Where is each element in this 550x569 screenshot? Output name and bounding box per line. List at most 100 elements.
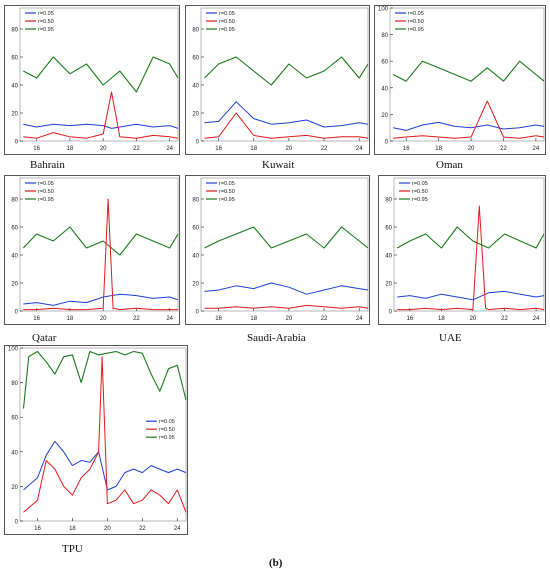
bahrain-series-r-0-50 (23, 91, 179, 139)
saudi-arabia-series-r-0-95 (204, 226, 369, 249)
kuwait-legend-label: r=0.50 (219, 19, 235, 25)
kuwait-y-tick-label: 80 (192, 28, 199, 34)
bahrain-legend-label: r=0.05 (38, 11, 54, 17)
oman-x-tick-label: 16 (403, 146, 410, 152)
kuwait-y-tick-label: 0 (196, 140, 200, 146)
uae-legend-label: r=0.95 (412, 197, 428, 203)
tpu-chart: 0 20 40 60 80 100 16 18 20 22 24 r=0.05 r=0.50 r=0.95 (4, 345, 188, 535)
qatar-series-r-0-50 (23, 198, 178, 311)
bahrain-legend-label: r=0.95 (38, 27, 54, 33)
caption-saudi-arabia: Saudi-Arabia (247, 332, 306, 344)
saudi-arabia-frame (185, 175, 370, 325)
qatar-plot-area (19, 177, 179, 312)
oman-y-tick-label: 60 (381, 60, 388, 66)
saudi-arabia-legend-label: r=0.05 (219, 181, 235, 187)
tpu-plot-area (19, 347, 187, 522)
uae-frame (378, 175, 546, 325)
uae-y-tick-label: 40 (385, 254, 392, 260)
bahrain-y-tick-label: 20 (11, 112, 18, 118)
qatar-chart: 0 20 40 60 80 16 18 20 22 24 r=0.05 r=0.50 r=0.95 (4, 175, 180, 325)
saudi-arabia-y-tick-label: 20 (192, 282, 199, 288)
saudi-arabia-series-r-0-05 (204, 282, 369, 295)
qatar-x-tick-label: 22 (133, 316, 140, 322)
caption-qatar: Qatar (32, 332, 57, 344)
kuwait-series-r-0-95 (204, 56, 369, 86)
caption-kuwait: Kuwait (262, 159, 295, 171)
bahrain-chart: 0 20 40 60 80 16 18 20 22 24 r=0.05 r=0.50 r=0.95 (4, 5, 180, 155)
oman-x-tick-label: 22 (500, 146, 507, 152)
panel-tpu: 0 20 40 60 80 100 16 18 20 22 24 r=0.05 r=0.50 r=0.95 (4, 345, 188, 535)
tpu-legend-label: r=0.95 (159, 435, 175, 441)
oman-x-tick-label: 20 (468, 146, 475, 152)
kuwait-frame (185, 5, 370, 155)
bahrain-x-tick-label: 18 (67, 146, 74, 152)
saudi-arabia-x-tick-label: 22 (321, 316, 328, 322)
bahrain-y-tick-label: 40 (11, 84, 18, 90)
kuwait-x-tick-label: 16 (215, 146, 222, 152)
oman-series-r-0-95 (392, 60, 545, 82)
kuwait-series-r-0-50 (204, 112, 369, 139)
qatar-x-tick-label: 16 (33, 316, 40, 322)
saudi-arabia-legend-label: r=0.95 (219, 197, 235, 203)
uae-plot-area (393, 177, 545, 312)
oman-legend-label: r=0.95 (408, 27, 424, 33)
oman-y-tick-label: 80 (381, 33, 388, 39)
oman-series-r-0-05 (393, 121, 545, 131)
panel-qatar: 0 20 40 60 80 16 18 20 22 24 r=0.05 r=0.50 r=0.95 (4, 175, 180, 325)
figure-label: (b) (269, 557, 283, 569)
uae-chart: 0 20 40 60 80 16 18 20 22 24 r=0.05 r=0.50 r=0.95 (378, 175, 546, 325)
kuwait-x-tick-label: 20 (286, 146, 293, 152)
oman-legend-label: r=0.50 (408, 19, 424, 25)
saudi-arabia-y-tick-label: 60 (192, 226, 199, 232)
uae-series-r-0-50 (397, 205, 545, 311)
kuwait-series-r-0-05 (204, 101, 369, 128)
qatar-y-tick-label: 60 (11, 226, 18, 232)
saudi-arabia-x-tick-label: 18 (250, 316, 257, 322)
panel-saudi-arabia: 0 20 40 60 80 16 18 20 22 24 r=0.05 r=0.50 r=0.95 (185, 175, 370, 325)
bahrain-series-r-0-05 (23, 123, 179, 129)
bahrain-y-tick-label: 80 (11, 28, 18, 34)
tpu-series-r-0-50 (23, 356, 187, 513)
tpu-y-tick-label: 0 (15, 520, 19, 526)
tpu-y-tick-label: 80 (11, 381, 18, 387)
kuwait-chart: 0 20 40 60 80 16 18 20 22 24 r=0.05 r=0.50 r=0.95 (185, 5, 370, 155)
oman-chart: 0 20 40 60 80 100 16 18 20 22 24 r=0.05 r=0.50 r=0.95 (374, 5, 546, 155)
oman-y-tick-label: 40 (381, 86, 388, 92)
tpu-x-tick-label: 20 (104, 526, 111, 532)
qatar-x-tick-label: 18 (67, 316, 74, 322)
saudi-arabia-series-r-0-50 (204, 304, 369, 309)
bahrain-frame (4, 5, 180, 155)
bahrain-y-tick-label: 0 (15, 140, 19, 146)
panel-bahrain: 0 20 40 60 80 16 18 20 22 24 r=0.05 r=0.50 r=0.95 (4, 5, 180, 155)
uae-y-tick-label: 80 (385, 198, 392, 204)
saudi-arabia-y-tick-label: 40 (192, 254, 199, 260)
tpu-legend-label: r=0.50 (159, 427, 175, 433)
oman-series-r-0-50 (393, 100, 545, 139)
kuwait-plot-area (200, 7, 369, 142)
oman-legend-label: r=0.05 (408, 11, 424, 17)
saudi-arabia-x-tick-label: 16 (215, 316, 222, 322)
uae-y-tick-label: 20 (385, 282, 392, 288)
qatar-series-r-0-05 (23, 293, 179, 306)
tpu-legend-label: r=0.05 (159, 419, 175, 425)
oman-y-tick-label: 0 (385, 140, 389, 146)
kuwait-y-tick-label: 60 (192, 56, 199, 62)
uae-x-tick-label: 16 (406, 316, 413, 322)
tpu-y-tick-label: 100 (8, 347, 19, 353)
tpu-y-tick-label: 60 (11, 416, 18, 422)
uae-x-tick-label: 24 (533, 316, 540, 322)
caption-bahrain: Bahrain (30, 159, 65, 171)
uae-legend-label: r=0.05 (412, 181, 428, 187)
bahrain-x-tick-label: 24 (166, 146, 173, 152)
tpu-x-tick-label: 22 (139, 526, 146, 532)
tpu-x-tick-label: 16 (34, 526, 41, 532)
oman-frame (374, 5, 546, 155)
tpu-y-tick-label: 40 (11, 450, 18, 456)
kuwait-y-tick-label: 40 (192, 84, 199, 90)
saudi-arabia-x-tick-label: 24 (356, 316, 363, 322)
caption-uae: UAE (439, 332, 462, 344)
panel-kuwait: 0 20 40 60 80 16 18 20 22 24 r=0.05 r=0.50 r=0.95 (185, 5, 370, 155)
qatar-y-tick-label: 40 (11, 254, 18, 260)
saudi-arabia-legend-label: r=0.50 (219, 189, 235, 195)
bahrain-x-tick-label: 22 (133, 146, 140, 152)
